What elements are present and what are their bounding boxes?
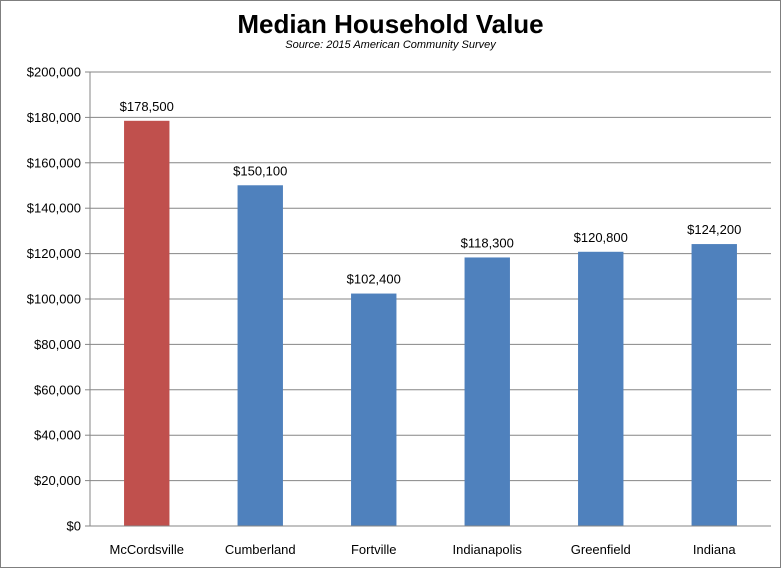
bar-fortville [351,293,397,526]
data-label: $102,400 [347,272,401,287]
y-tick-label: $140,000 [27,201,81,216]
x-category-label: McCordsville [110,542,184,557]
data-label: $150,100 [233,163,287,178]
y-tick-label: $80,000 [34,337,81,352]
data-labels: $178,500 $150,100 $102,400 $118,300 $120,800… [120,99,742,287]
data-label: $120,800 [574,230,628,245]
x-category-label: Cumberland [225,542,296,557]
y-axis-ticks: $0 $20,000 $40,000 $60,000 $80,000 $100,000 $1… [27,65,90,534]
gridlines [90,71,771,482]
y-tick-label: $0 [67,519,81,534]
y-tick-label: $100,000 [27,292,81,307]
y-tick-label: $60,000 [34,382,81,397]
chart-subtitle: Source: 2015 American Community Survey [285,39,496,51]
chart-title: Median Household Value [237,9,544,39]
x-axis-labels: McCordsville Cumberland Fortville Indianapo… [110,542,737,557]
y-tick-label: $200,000 [27,65,81,80]
data-label: $118,300 [461,235,514,250]
bar-greenfield [578,251,624,526]
x-category-label: Fortville [351,542,397,557]
data-label: $124,200 [687,222,741,237]
bar-indiana [691,244,737,527]
x-category-label: Indiana [693,542,736,557]
x-category-label: Greenfield [571,542,631,557]
bar-mccordsville [124,120,170,527]
y-tick-label: $20,000 [34,473,81,488]
y-tick-label: $180,000 [27,110,81,125]
y-tick-label: $40,000 [34,428,81,443]
bar-cumberland [237,185,283,526]
bar-indianapolis [464,257,510,526]
data-label: $178,500 [120,99,174,114]
y-tick-label: $120,000 [27,246,81,261]
x-category-label: Indianapolis [453,542,523,557]
y-tick-label: $160,000 [27,155,81,170]
bars [124,120,737,527]
